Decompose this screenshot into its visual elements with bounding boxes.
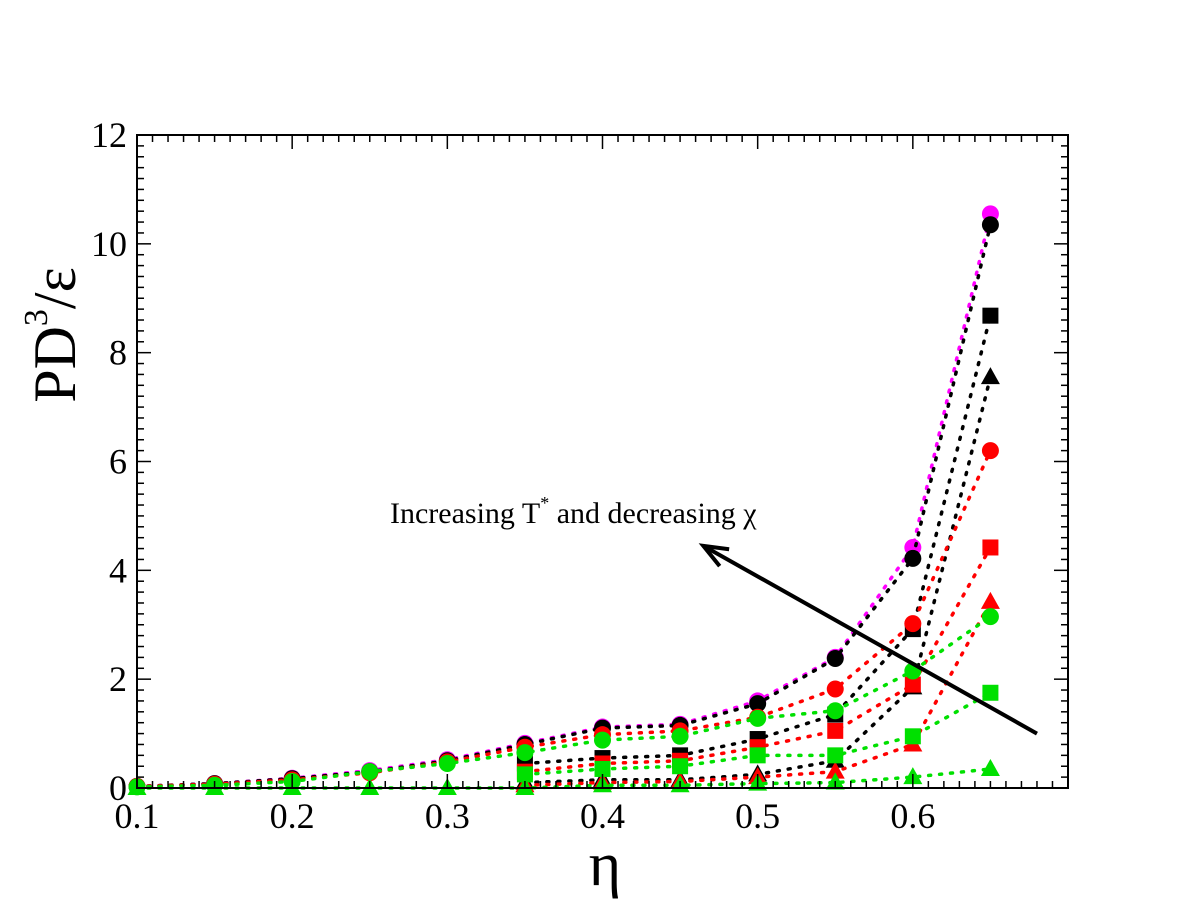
y-tick-label: 2 bbox=[109, 659, 127, 699]
data-point bbox=[904, 549, 922, 567]
data-point bbox=[904, 615, 922, 633]
data-point bbox=[980, 758, 1000, 776]
series-line bbox=[135, 614, 993, 789]
data-point bbox=[904, 728, 921, 745]
data-point bbox=[981, 216, 999, 234]
y-axis-label-sup: 3 bbox=[18, 309, 55, 326]
data-point bbox=[981, 442, 999, 460]
data-point bbox=[749, 695, 767, 713]
series-green-square bbox=[516, 684, 999, 783]
y-tick-labels: 0 2 4 6 8 10 12 bbox=[91, 115, 127, 808]
data-point bbox=[981, 608, 999, 626]
y-tick-label: 4 bbox=[109, 550, 127, 590]
x-axis-label: η bbox=[589, 831, 621, 899]
data-point bbox=[827, 722, 844, 739]
y-axis-label-main: PD bbox=[22, 326, 88, 403]
plot-frame bbox=[136, 134, 1069, 789]
data-point bbox=[827, 747, 844, 764]
x-tick-labels: 0.1 0.2 0.3 0.4 0.5 0.6 bbox=[115, 796, 936, 836]
x-tick-label: 0.4 bbox=[580, 796, 625, 836]
axis-ticks bbox=[136, 134, 1069, 789]
data-point bbox=[516, 766, 533, 783]
data-point bbox=[749, 747, 766, 764]
x-tick-label: 0.6 bbox=[890, 796, 935, 836]
series-layer bbox=[127, 205, 1000, 796]
data-point bbox=[671, 727, 689, 745]
x-tick-label: 0.5 bbox=[735, 796, 780, 836]
data-point bbox=[982, 307, 999, 324]
x-tick-label: 0.2 bbox=[270, 796, 315, 836]
y-tick-label: 0 bbox=[109, 768, 127, 808]
arrow-head bbox=[698, 543, 730, 568]
y-tick-label: 10 bbox=[91, 224, 127, 264]
data-point bbox=[749, 709, 767, 727]
data-point bbox=[826, 702, 844, 720]
data-point bbox=[825, 761, 845, 779]
y-tick-label: 8 bbox=[109, 333, 127, 373]
x-tick-label: 0.3 bbox=[425, 796, 470, 836]
data-point bbox=[980, 591, 1000, 609]
data-point bbox=[982, 539, 999, 556]
y-axis-label: PD3/ε bbox=[18, 267, 88, 403]
data-point bbox=[594, 731, 611, 749]
data-point bbox=[438, 755, 456, 773]
annotation-sup: * bbox=[540, 493, 549, 513]
arrow-shaft bbox=[702, 544, 1038, 736]
y-tick-label: 12 bbox=[91, 115, 127, 155]
data-point bbox=[361, 763, 379, 781]
data-point bbox=[982, 684, 999, 701]
data-point bbox=[672, 758, 689, 775]
annotation-prefix: Increasing T bbox=[390, 497, 540, 530]
data-point bbox=[980, 367, 1000, 385]
annotation-text: Increasing T* and decreasing χ bbox=[390, 493, 757, 530]
data-point bbox=[516, 744, 534, 762]
data-point bbox=[826, 680, 844, 698]
y-tick-label: 6 bbox=[109, 442, 127, 482]
series-green-triangle bbox=[127, 758, 1000, 795]
x-tick-label: 0.1 bbox=[115, 796, 160, 836]
annotation-arrow bbox=[698, 543, 1038, 736]
annotation-suffix: and decreasing χ bbox=[549, 497, 757, 530]
y-axis-label-tail: /ε bbox=[22, 267, 88, 309]
data-point bbox=[826, 649, 844, 667]
data-point bbox=[904, 676, 921, 693]
series-green-circle bbox=[128, 608, 999, 796]
data-point bbox=[594, 760, 611, 777]
series-line bbox=[135, 767, 993, 790]
